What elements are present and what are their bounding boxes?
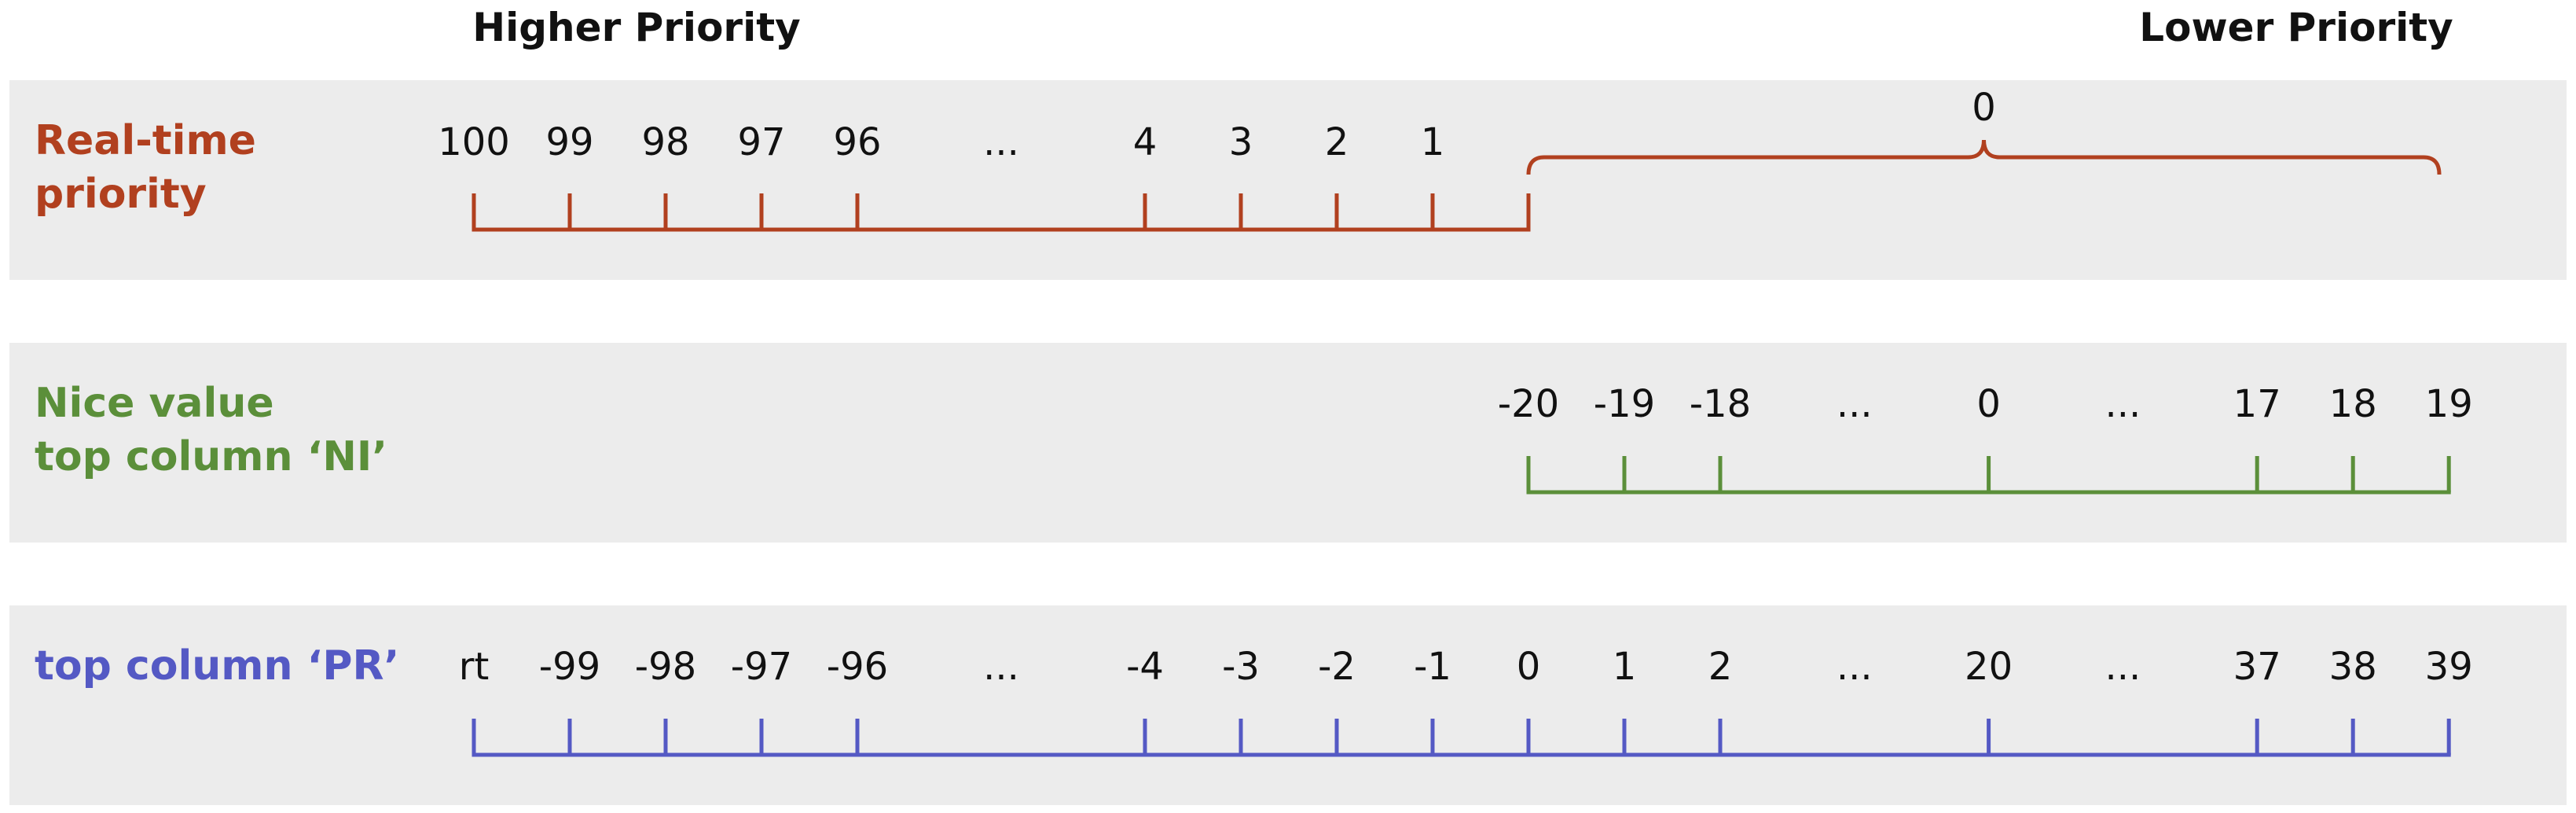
nice-row-band: [9, 343, 2567, 543]
pr-tick-label: -97: [731, 645, 792, 689]
realtime-tick-label: 98: [641, 120, 689, 164]
nice-tick-label: -18: [1690, 382, 1751, 426]
pr-tick-label: 1: [1613, 645, 1637, 689]
pr-tick-label: 38: [2329, 645, 2377, 689]
pr-row-band: [9, 605, 2567, 805]
pr-tick-label: 0: [1517, 645, 1541, 689]
nice-tick-label: 18: [2329, 382, 2377, 426]
pr-tick-label: 37: [2233, 645, 2281, 689]
pr-tick-label: -2: [1318, 645, 1356, 689]
realtime-tick-label: 2: [1325, 120, 1349, 164]
pr-tick-label: -99: [539, 645, 600, 689]
higher-priority-label: Higher Priority: [472, 5, 800, 50]
lower-priority-label: Lower Priority: [2139, 5, 2453, 50]
pr-tick-label: ...: [2105, 645, 2141, 689]
pr-tick-label: 20: [1965, 645, 2013, 689]
nice-tick-label: 0: [1976, 382, 2001, 426]
nice-row-label: Nice value top column ‘NI’: [35, 380, 387, 480]
pr-tick-label: 39: [2425, 645, 2473, 689]
realtime-row-band: [9, 80, 2567, 280]
nice-tick-label: -20: [1498, 382, 1559, 426]
pr-tick-label: rt: [459, 645, 490, 689]
pr-row-label-line-1: top column ‘PR’: [35, 642, 399, 690]
pr-tick-label: -4: [1126, 645, 1164, 689]
realtime-tick-label: 99: [545, 120, 593, 164]
nice-tick-label: ...: [2105, 382, 2141, 426]
realtime-row-label: Real-time priority: [35, 117, 270, 218]
realtime-bracket-label: 0: [1972, 86, 1996, 130]
pr-tick-label: -3: [1222, 645, 1260, 689]
nice-scale: -20 -19 -18... 0... 17 18 19: [1498, 382, 2473, 495]
nice-tick-label: 17: [2233, 382, 2281, 426]
realtime-tick-label: 1: [1421, 120, 1445, 164]
pr-row-label: top column ‘PR’: [35, 642, 399, 690]
realtime-tick-label: 3: [1229, 120, 1253, 164]
realtime-tick-label: ...: [983, 120, 1019, 164]
realtime-bracket: [1526, 139, 2442, 175]
pr-tick-label: ...: [1837, 645, 1873, 689]
realtime-tick-label: 97: [737, 120, 785, 164]
nice-tick-label: 19: [2425, 382, 2473, 426]
realtime-tick-label: 100: [438, 120, 510, 164]
pr-tick-label: -1: [1414, 645, 1451, 689]
pr-tick-label: 2: [1708, 645, 1733, 689]
nice-row-label-line-2: top column ‘NI’: [35, 433, 387, 480]
nice-row-label-line-1: Nice value: [35, 380, 274, 427]
realtime-row-label-line-2: priority: [35, 171, 207, 218]
pr-tick-label: ...: [983, 645, 1019, 689]
pr-tick-label: -96: [827, 645, 888, 689]
nice-tick-label: -19: [1594, 382, 1655, 426]
realtime-tick-label: 4: [1133, 120, 1158, 164]
pr-tick-label: -98: [635, 645, 696, 689]
realtime-tick-label: 96: [833, 120, 881, 164]
pr-scale: rt -99 -98 -97 -96... -4 -3 -2 -1 0 1 2... 20... 37 38…: [459, 645, 2473, 757]
realtime-scale: 100 99 98 97 96... 4 3 2 1 0: [438, 86, 2442, 232]
nice-tick-label: ...: [1837, 382, 1873, 426]
realtime-row-label-line-1: Real-time: [35, 117, 256, 164]
